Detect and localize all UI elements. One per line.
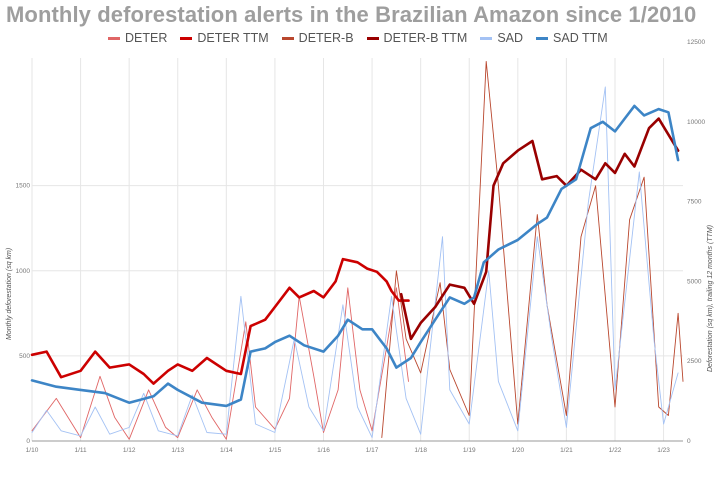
legend-label: DETER [125, 31, 168, 45]
chart-title: Monthly deforestation alerts in the Braz… [6, 2, 697, 27]
legend-swatch [108, 36, 120, 40]
legend: DETER DETER TTM DETER-B DETER-B TTM SAD … [108, 31, 608, 45]
series-line-deter-b-ttm [399, 117, 680, 341]
x-tick-label: 1/20 [511, 447, 524, 454]
x-tick-label: 1/16 [317, 447, 330, 454]
legend-swatch [536, 36, 549, 40]
series-line-deter [31, 287, 409, 440]
y-axis-right-label: Deforestation (sq km), trailing 12 month… [707, 225, 714, 372]
series-line-sad [31, 86, 679, 439]
legend-swatch [480, 36, 493, 40]
x-tick-label: 1/17 [366, 447, 379, 454]
legend-item-sad-ttm[interactable]: SAD TTM [536, 31, 608, 45]
x-tick-label: 1/18 [414, 447, 427, 454]
legend-swatch [366, 36, 379, 40]
legend-label: DETER-B TTM [383, 31, 468, 45]
legend-item-deter[interactable]: DETER [108, 31, 167, 45]
y-right-tick-label: 10000 [687, 119, 705, 126]
y-right-tick-label: 7500 [687, 199, 702, 206]
x-tick-label: 1/19 [463, 447, 476, 454]
legend-label: DETER-B [298, 31, 354, 45]
axes: 1/10 1/11 1/12 1/13 1/14 1/15 1/16 1/17 1/18 1/19… [16, 39, 706, 454]
x-tick-label: 1/11 [74, 447, 87, 454]
legend-item-deter-b-ttm[interactable]: DETER-B TTM [366, 31, 468, 45]
legend-swatch [281, 36, 294, 40]
y-left-tick-label: 1000 [16, 268, 31, 275]
x-tick-label: 1/13 [171, 447, 184, 454]
y-left-tick-label: 0 [26, 438, 30, 445]
series-lines [30, 60, 684, 440]
x-tick-label: 1/12 [123, 447, 136, 454]
series-line-sad-ttm [30, 104, 680, 408]
legend-item-deter-b[interactable]: DETER-B [281, 31, 354, 45]
legend-label: SAD [497, 31, 524, 45]
x-tick-label: 1/21 [560, 447, 573, 454]
legend-item-sad[interactable]: SAD [480, 31, 523, 45]
legend-label: SAD TTM [553, 31, 608, 45]
series-line-deter-ttm [30, 257, 410, 385]
legend-swatch [180, 36, 193, 40]
x-tick-label: 1/23 [657, 447, 670, 454]
y-axis-left-label: Monthly deforestation (sq km) [6, 248, 13, 340]
legend-label: DETER TTM [197, 31, 269, 45]
y-right-tick-label: 5000 [687, 278, 702, 285]
y-right-tick-label: 2500 [687, 358, 702, 365]
x-tick-label: 1/22 [609, 447, 622, 454]
x-tick-label: 1/15 [269, 447, 282, 454]
y-right-tick-label: 0 [687, 438, 691, 445]
x-tick-label: 1/14 [220, 447, 233, 454]
y-right-tick-label: 12500 [687, 39, 705, 46]
legend-item-deter-ttm[interactable]: DETER TTM [180, 31, 269, 45]
y-left-tick-label: 500 [19, 353, 30, 360]
x-tick-label: 1/10 [26, 447, 39, 454]
y-left-tick-label: 1500 [16, 183, 31, 190]
gridlines [31, 58, 683, 442]
